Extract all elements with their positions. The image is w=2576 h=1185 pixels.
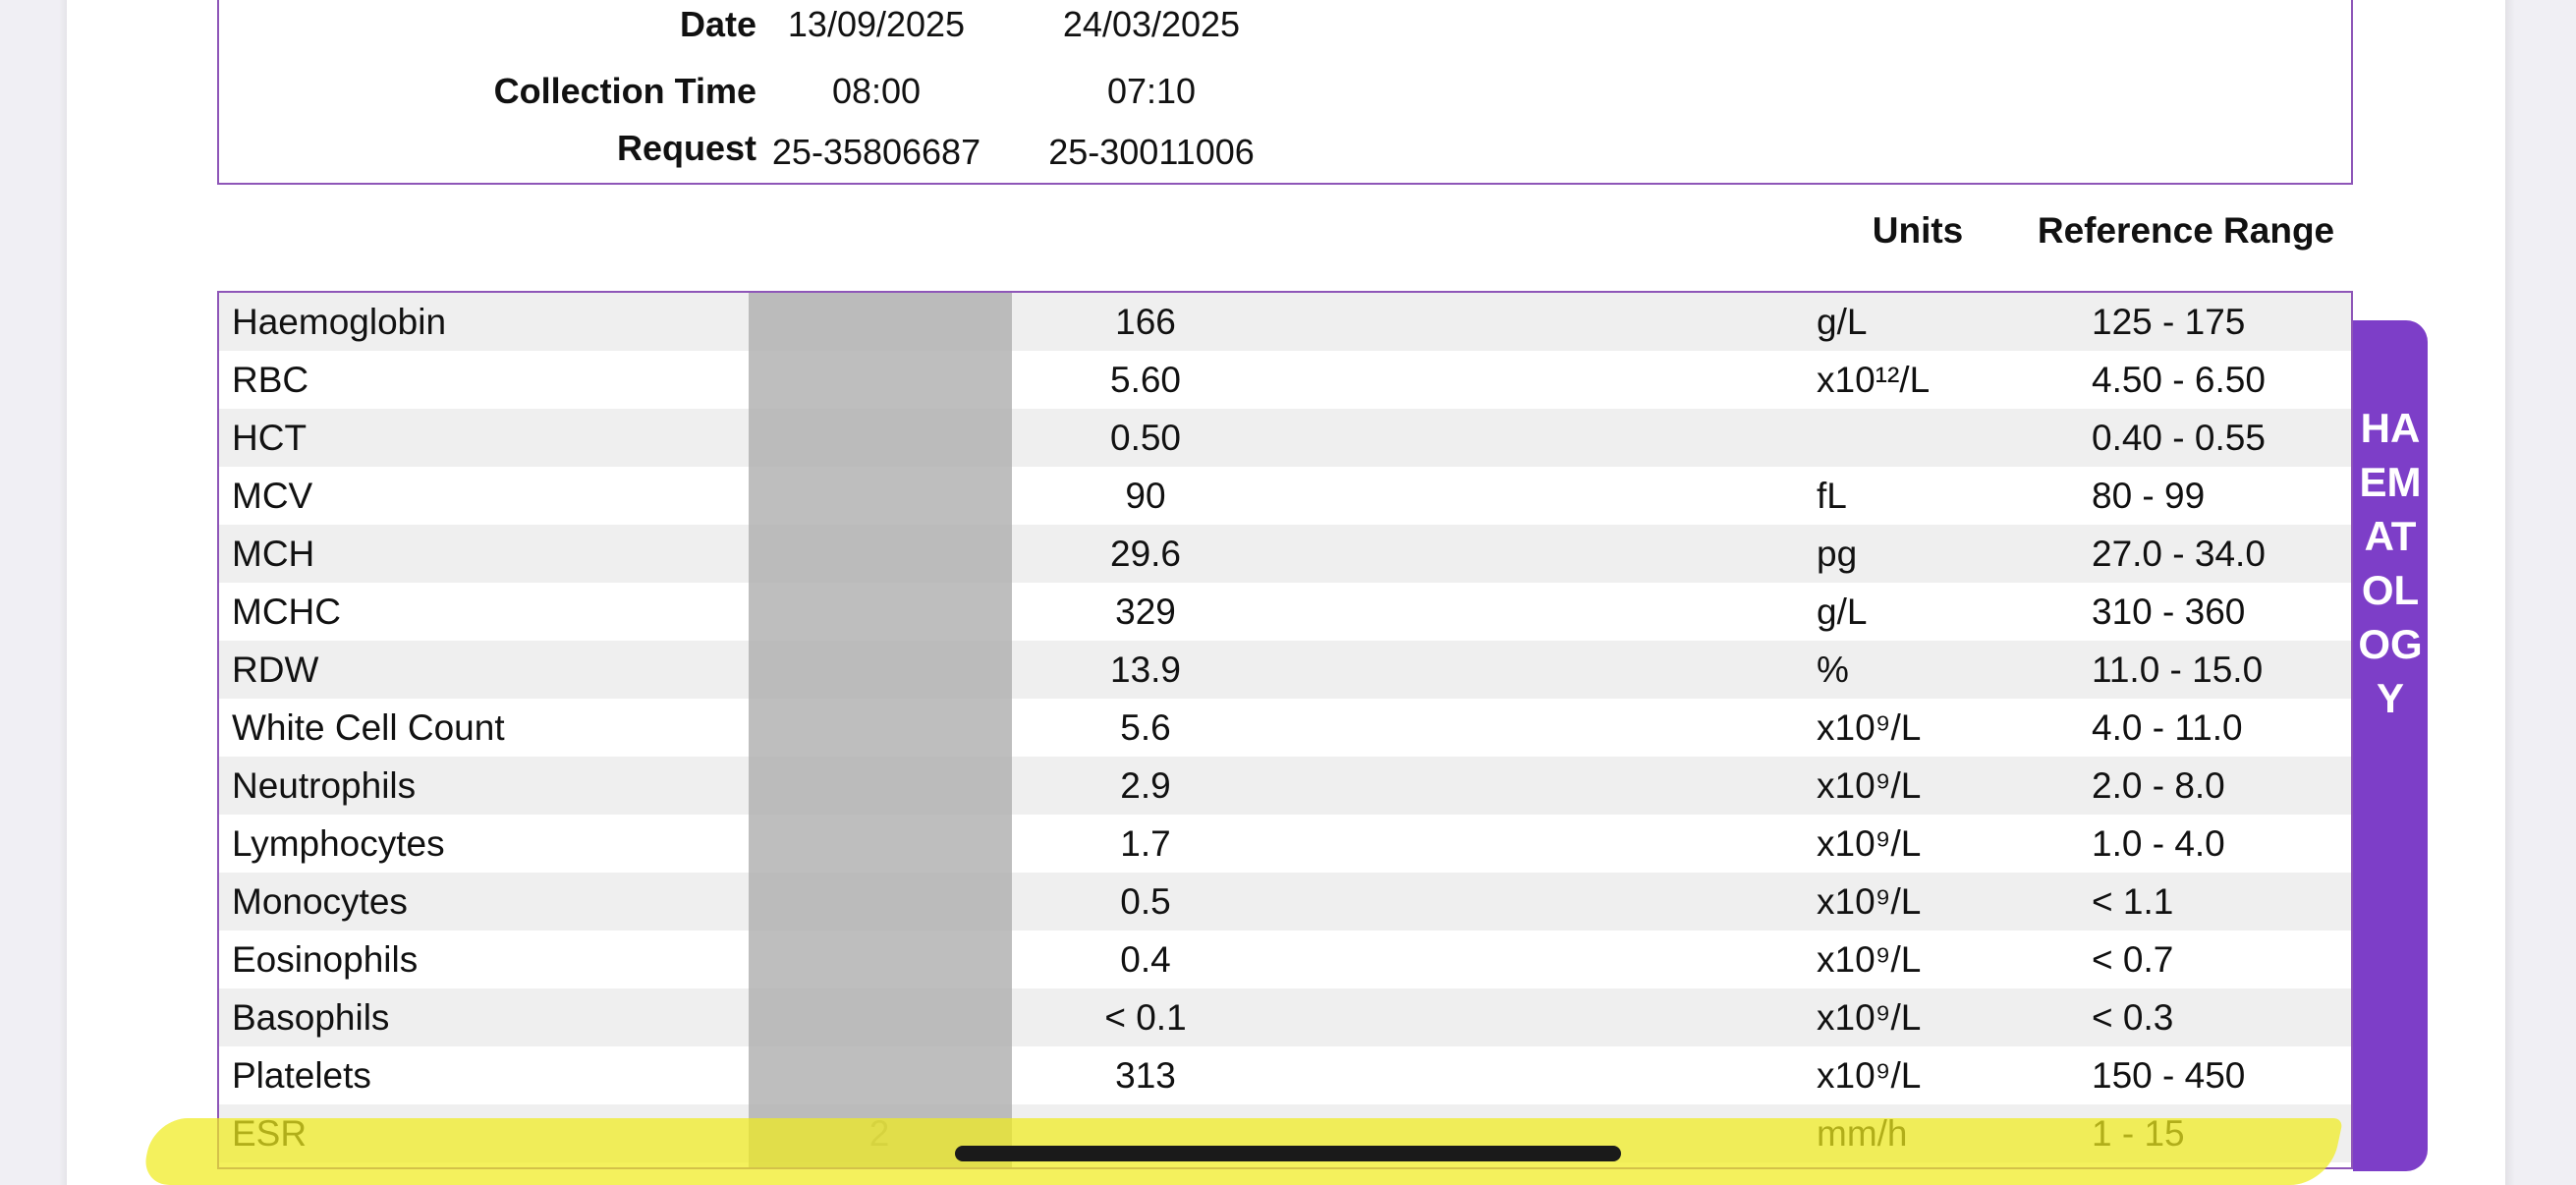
table-row: RDW 13.9% 11.0 - 15.0: [219, 641, 2351, 699]
result-value-2: 0.5: [1120, 881, 1171, 922]
test-name: Basophils: [232, 997, 390, 1038]
collection-time-value-1: 08:00: [831, 71, 922, 111]
test-name: Haemoglobin: [232, 302, 447, 342]
result-value-2: 0.4: [1120, 939, 1171, 980]
test-name: White Cell Count: [232, 707, 505, 748]
table-row: Platelets 313 x10⁹/L 150 - 450: [219, 1046, 2351, 1104]
reference-range: 1.0 - 4.0: [2092, 823, 2225, 864]
collection-time-label: Collection Time: [493, 71, 756, 111]
request-label: Request: [616, 128, 756, 168]
report-page: [67, 0, 2505, 1185]
reference-range: 2.0 - 8.0: [2092, 765, 2225, 806]
unit: fL: [1817, 476, 1847, 516]
table-row: Basophils < 0.1 x10⁹/L < 0.3: [219, 988, 2351, 1046]
date-value-1: 13/09/2025: [787, 4, 966, 44]
request-value-2: 25-30011006: [1048, 132, 1255, 172]
result-value-2: < 0.1: [1104, 997, 1187, 1038]
reference-range: 125 - 175: [2092, 302, 2246, 342]
result-value-2: 29.6: [1109, 534, 1182, 574]
reference-range: 27.0 - 34.0: [2092, 534, 2266, 574]
reference-range: 0.40 - 0.55: [2092, 418, 2266, 458]
table-row: Neutrophils 2.9 x10⁹/L 2.0 - 8.0: [219, 757, 2351, 815]
unit: g/L: [1817, 592, 1868, 632]
reference-range: 11.0 - 15.0: [2092, 649, 2264, 690]
table-row: Lymphocytes 1.7 x10⁹/L 1.0 - 4.0: [219, 815, 2351, 873]
units-column-header: Units: [1872, 210, 1964, 251]
test-name: Eosinophils: [232, 939, 419, 980]
result-value-2: 13.9: [1109, 649, 1182, 690]
result-value-2: 5.6: [1120, 707, 1171, 748]
unit: x10⁹/L: [1817, 881, 1922, 922]
request-value-1: 25-35806687: [771, 132, 981, 172]
request-header-box: [217, 0, 2353, 185]
page-edge-left: [59, 0, 69, 1185]
table-row: Haemoglobin 166 g/L 125 - 175: [219, 293, 2351, 351]
home-indicator-bar[interactable]: [955, 1146, 1621, 1161]
result-value-2: 1.7: [1120, 823, 1171, 864]
test-name: Neutrophils: [232, 765, 417, 806]
table-row: HCT 0.50 0.40 - 0.55: [219, 409, 2351, 467]
unit: x10⁹/L: [1817, 939, 1922, 980]
date-value-2: 24/03/2025: [1062, 4, 1241, 44]
test-name: RBC: [232, 360, 309, 400]
test-name: HCT: [232, 418, 308, 458]
reference-range-column-header: Reference Range: [2037, 210, 2335, 251]
unit: x10⁹/L: [1817, 765, 1922, 806]
unit: x10⁹/L: [1817, 707, 1922, 748]
test-name: Lymphocytes: [232, 823, 445, 864]
reference-range: 80 - 99: [2092, 476, 2206, 516]
result-value-2: 313: [1115, 1055, 1176, 1096]
table-row: Monocytes 0.5 x10⁹/L < 1.1: [219, 873, 2351, 931]
test-name: Platelets: [232, 1055, 371, 1096]
collection-time-value-2: 07:10: [1106, 71, 1197, 111]
table-row: Eosinophils 0.4 x10⁹/L < 0.7: [219, 931, 2351, 988]
result-value-2: 166: [1115, 302, 1176, 342]
test-name: MCHC: [232, 592, 341, 632]
unit: x10⁹/L: [1817, 1055, 1922, 1096]
result-value-2: 90: [1125, 476, 1166, 516]
page-edge-right: [2505, 0, 2515, 1185]
result-value-2: 329: [1115, 592, 1176, 632]
test-name: MCH: [232, 534, 315, 574]
reference-range: 4.0 - 11.0: [2092, 707, 2243, 748]
result-value-2: 0.50: [1109, 418, 1182, 458]
unit: %: [1817, 649, 1849, 690]
table-row: RBC 5.60 x10¹²/L 4.50 - 6.50: [219, 351, 2351, 409]
unit: x10¹²/L: [1817, 360, 1931, 400]
table-row: MCH 29.6 pg 27.0 - 34.0: [219, 525, 2351, 583]
reference-range: 4.50 - 6.50: [2092, 360, 2266, 400]
test-name: Monocytes: [232, 881, 408, 922]
reference-range: < 1.1: [2092, 881, 2174, 922]
haematology-results-table: Haemoglobin 166 g/L 125 - 175 RBC 5.60 x10¹²/L…: [217, 291, 2353, 1169]
reference-range: < 0.7: [2092, 939, 2174, 980]
result-value-2: 2.9: [1120, 765, 1171, 806]
section-tab-haematology[interactable]: HAEMATOLOGY: [2353, 320, 2428, 1171]
unit: g/L: [1817, 302, 1868, 342]
date-label: Date: [679, 4, 756, 44]
reference-range: 150 - 450: [2092, 1055, 2246, 1096]
unit: x10⁹/L: [1817, 997, 1922, 1038]
unit: pg: [1817, 534, 1858, 574]
reference-range: < 0.3: [2092, 997, 2174, 1038]
test-name: MCV: [232, 476, 313, 516]
result-value-2: 5.60: [1109, 360, 1182, 400]
table-row: MCHC 329 g/L 310 - 360: [219, 583, 2351, 641]
table-row: MCV 90 fL 80 - 99: [219, 467, 2351, 525]
test-name: RDW: [232, 649, 319, 690]
section-tab-label: HAEMATOLOGY: [2358, 405, 2423, 721]
table-row: White Cell Count 5.6 x10⁹/L 4.0 - 11.0: [219, 699, 2351, 757]
reference-range: 310 - 360: [2092, 592, 2246, 632]
unit: x10⁹/L: [1817, 823, 1922, 864]
redacted-column: [749, 293, 1012, 1167]
